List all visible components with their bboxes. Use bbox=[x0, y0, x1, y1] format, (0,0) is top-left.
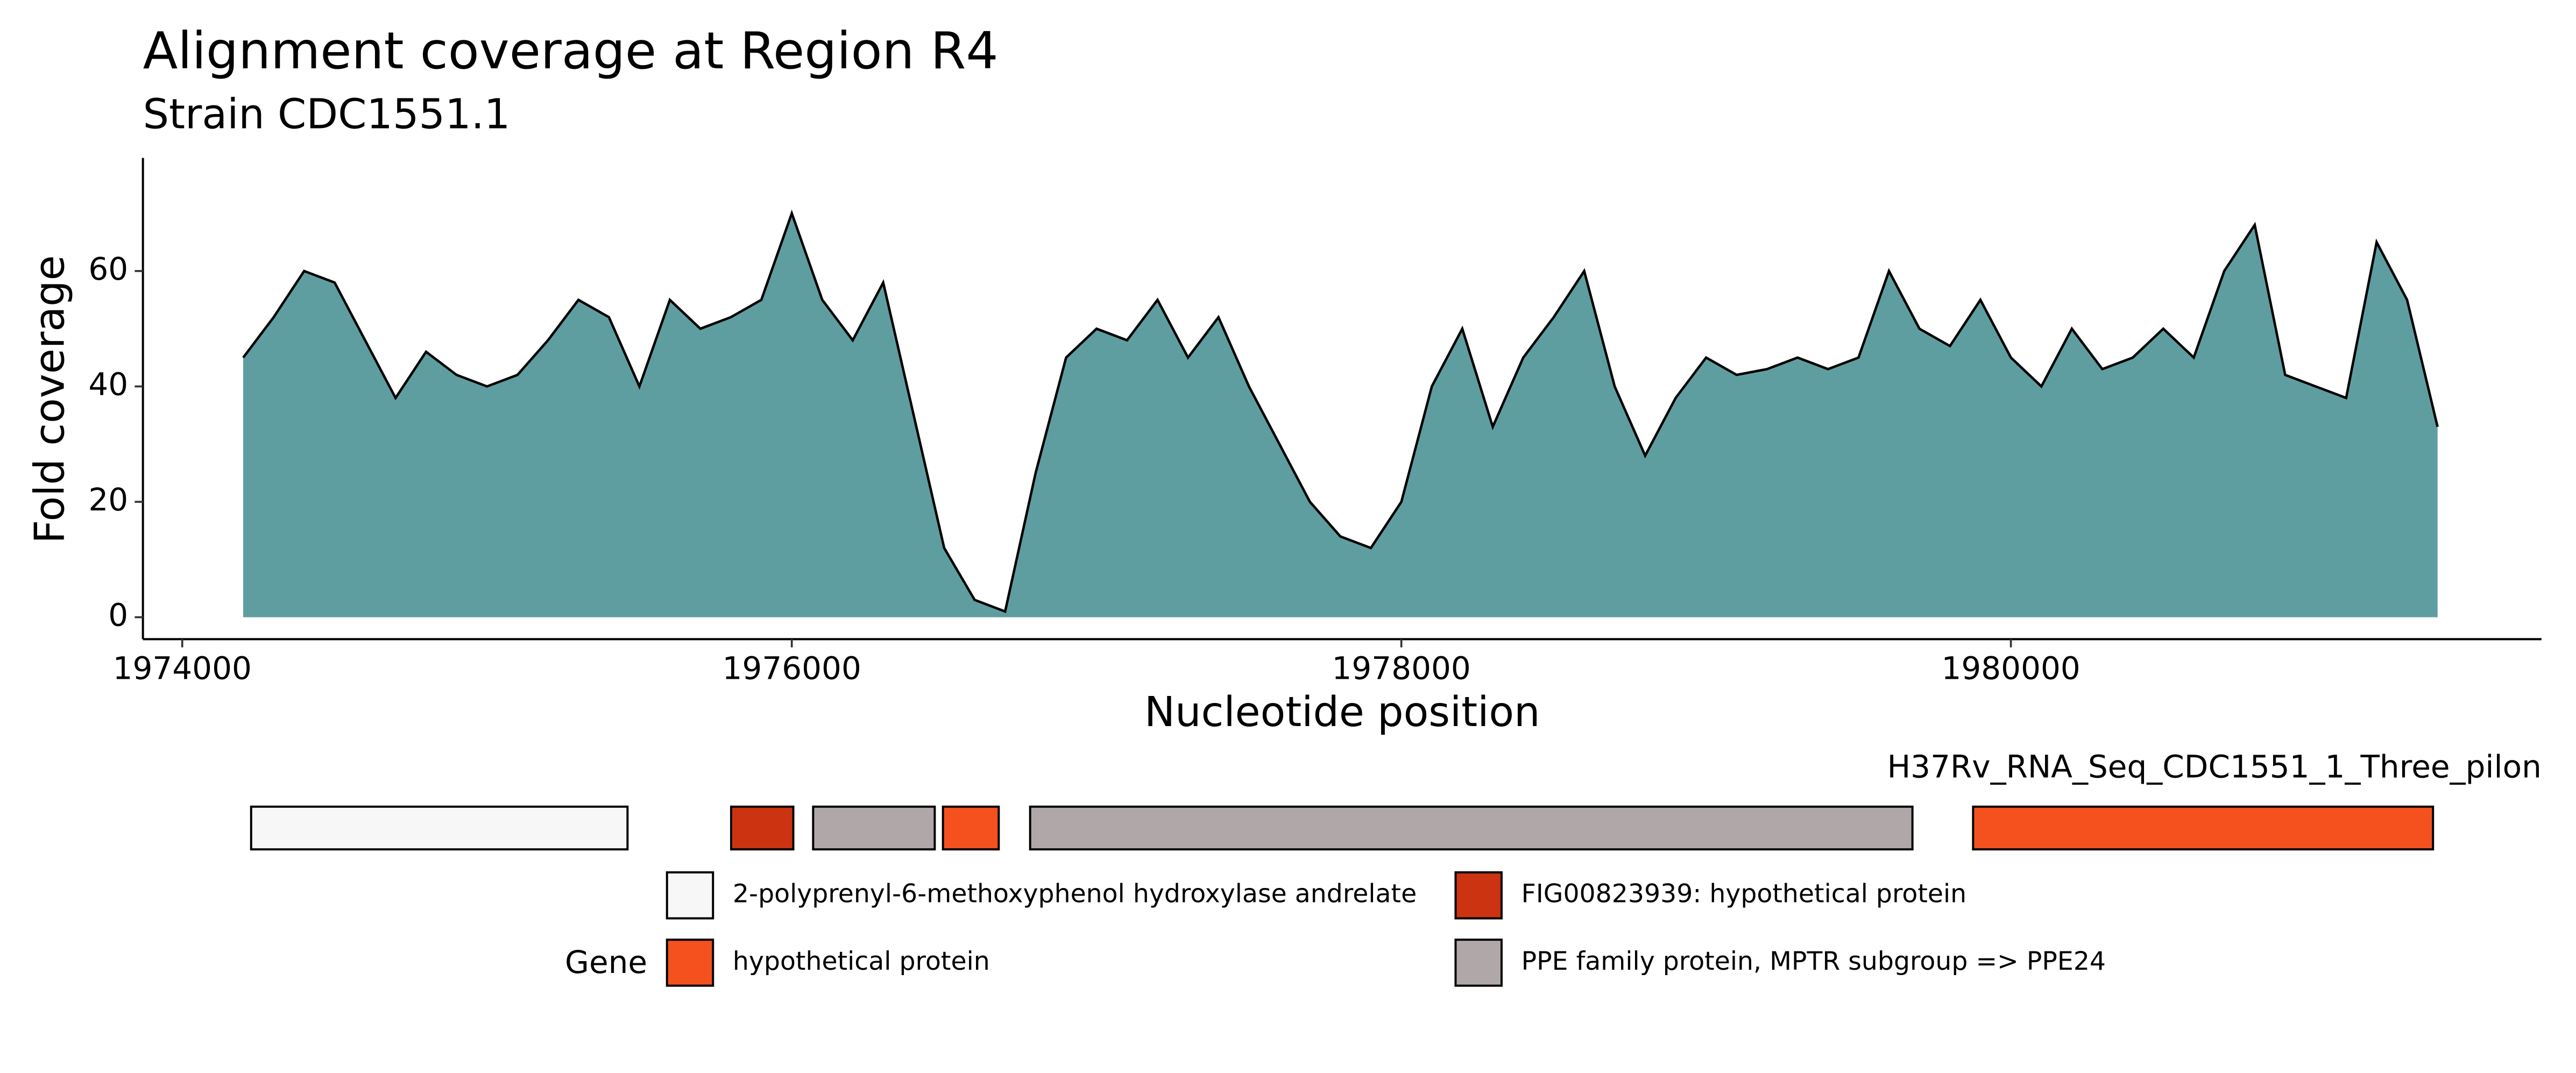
track-label: H37Rv_RNA_Seq_CDC1551_1_Three_pilon bbox=[1887, 749, 2542, 785]
y-axis-label: Fold coverage bbox=[26, 255, 74, 543]
gene-box bbox=[942, 805, 1000, 851]
legend-title: Gene bbox=[565, 944, 647, 980]
legend-key bbox=[666, 871, 714, 920]
chart-subtitle: Strain CDC1551.1 bbox=[143, 90, 511, 138]
legend-label: FIG00823939: hypothetical protein bbox=[1521, 879, 1967, 909]
y-tick-label: 20 bbox=[88, 481, 128, 518]
coverage-area bbox=[243, 213, 2438, 617]
legend-key bbox=[1454, 871, 1503, 920]
x-axis-label: Nucleotide position bbox=[1144, 688, 1540, 736]
x-tick-label: 1976000 bbox=[723, 650, 861, 686]
gene-box bbox=[812, 805, 936, 851]
gene-box bbox=[730, 805, 795, 851]
coverage-line bbox=[242, 209, 2439, 613]
chart-title: Alignment coverage at Region R4 bbox=[143, 22, 999, 81]
x-tick-label: 1978000 bbox=[1332, 650, 1471, 686]
y-tick-label: 40 bbox=[88, 366, 128, 403]
legend-key bbox=[666, 939, 714, 987]
legend-key bbox=[1454, 939, 1503, 987]
legend-label: PPE family protein, MPTR subgroup => PPE… bbox=[1521, 947, 2106, 976]
legend-label: hypothetical protein bbox=[733, 947, 990, 976]
legend-label: 2-polyprenyl-6-methoxyphenol hydroxylase… bbox=[733, 879, 1417, 909]
x-tick-label: 1974000 bbox=[113, 650, 252, 686]
x-tick-label: 1980000 bbox=[1941, 650, 2080, 686]
gene-box bbox=[1972, 805, 2435, 851]
gene-box bbox=[250, 805, 629, 851]
y-tick-label: 60 bbox=[88, 251, 128, 287]
gene-box bbox=[1029, 805, 1914, 851]
y-tick-label: 0 bbox=[108, 597, 128, 634]
